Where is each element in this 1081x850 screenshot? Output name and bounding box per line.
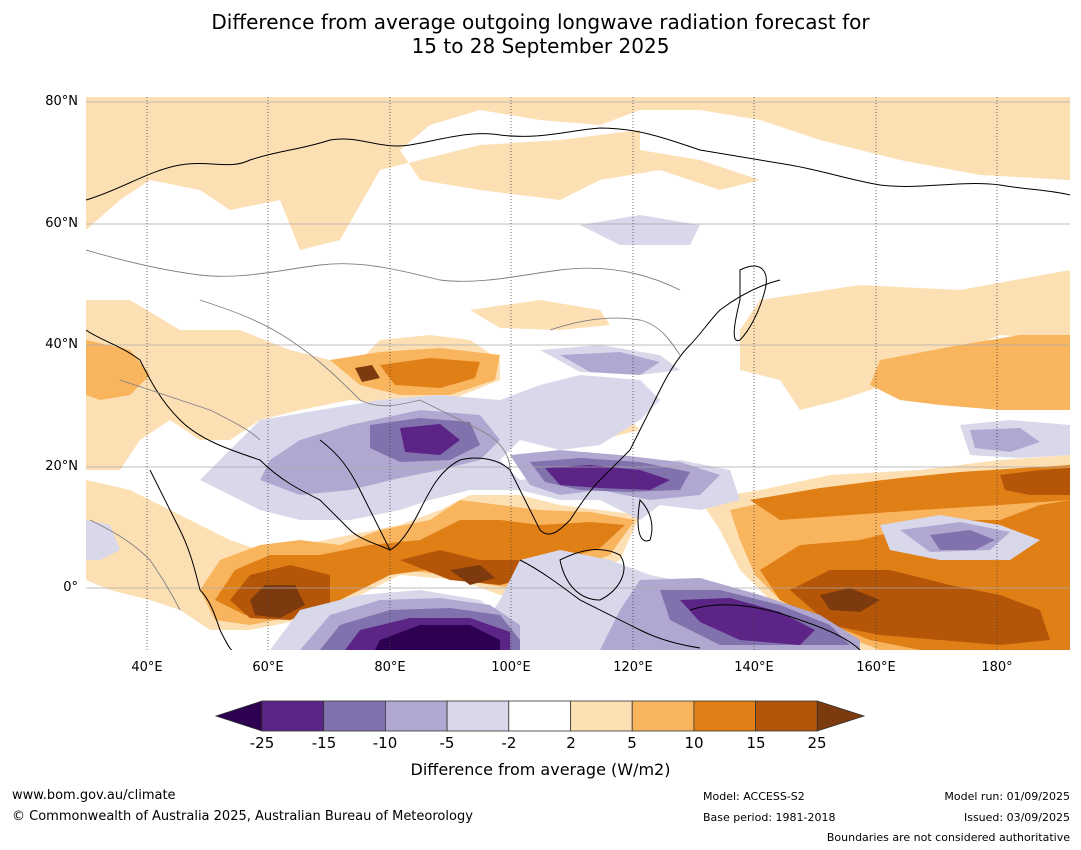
- colorbar-swatch: [631, 700, 695, 732]
- footer-model: Model: ACCESS-S2: [703, 790, 805, 803]
- title-line-2: 15 to 28 September 2025: [411, 34, 670, 58]
- colorbar-swatch: [693, 700, 757, 732]
- lat-label: 40°N: [45, 337, 78, 352]
- anomaly-region: [820, 588, 880, 612]
- anomaly-region: [580, 215, 700, 245]
- colorbar-swatch: [570, 700, 633, 732]
- colorbar-extend-high: [816, 700, 866, 732]
- anomaly-region: [86, 97, 1070, 250]
- colorbar-tick: 5: [627, 734, 637, 752]
- latitude-gridlines: [86, 101, 1070, 589]
- anomaly-field: [86, 97, 1070, 650]
- lon-label: 180°: [981, 660, 1013, 675]
- anomaly-region: [1000, 468, 1070, 495]
- title-line-1: Difference from average outgoing longwav…: [211, 10, 870, 34]
- colorbar-swatch: [384, 700, 448, 732]
- chart-title: Difference from average outgoing longwav…: [0, 10, 1081, 58]
- lon-label: 120°E: [613, 660, 653, 675]
- anomaly-region: [750, 465, 1070, 520]
- colorbar-swatch: [323, 700, 386, 732]
- anomaly-region: [400, 424, 460, 455]
- lon-label: 100°E: [491, 660, 531, 675]
- footer-model-run: Model run: 01/09/2025: [944, 790, 1070, 803]
- anomaly-region: [355, 365, 380, 382]
- lon-label: 60°E: [252, 660, 284, 675]
- footer-issued: Issued: 03/09/2025: [963, 811, 1070, 824]
- anomaly-region: [450, 565, 495, 585]
- lon-label: 140°E: [734, 660, 774, 675]
- colorbar-swatch: [508, 700, 571, 732]
- footer-copyright: © Commonwealth of Australia 2025, Austra…: [12, 809, 473, 824]
- anomaly-region: [970, 428, 1040, 452]
- colorbar-tick: 10: [684, 734, 704, 752]
- country-boundaries: [86, 249, 681, 611]
- colorbar-extend-low: [214, 700, 263, 732]
- colorbar-tick: -5: [439, 734, 455, 752]
- colorbar-tick: -10: [372, 734, 398, 752]
- footer-url[interactable]: www.bom.gov.au/climate: [12, 788, 176, 803]
- anomaly-region: [86, 520, 120, 560]
- lon-label: 80°E: [374, 660, 406, 675]
- lat-label: 80°N: [45, 94, 78, 109]
- coastlines: [86, 127, 1070, 650]
- colorbar-swatch: [261, 700, 325, 732]
- lon-label: 160°E: [856, 660, 896, 675]
- colorbar-tick: -25: [249, 734, 275, 752]
- colorbar-swatch: [446, 700, 510, 732]
- colorbar-swatch: [755, 700, 818, 732]
- footer-disclaimer: Boundaries are not considered authoritat…: [826, 831, 1070, 844]
- lat-label: 60°N: [45, 216, 78, 231]
- anomaly-region: [560, 352, 660, 375]
- anomaly-region: [930, 530, 995, 550]
- colorbar-tick: -15: [311, 734, 337, 752]
- colorbar-tick: 2: [566, 734, 576, 752]
- anomaly-region: [375, 625, 500, 650]
- anomaly-region: [870, 335, 1070, 410]
- anomaly-region: [470, 300, 610, 330]
- lon-label: 40°E: [131, 660, 163, 675]
- anomaly-region: [740, 270, 1070, 410]
- anomaly-region: [545, 465, 670, 490]
- anomaly-region: [790, 570, 1050, 645]
- lat-label: 20°N: [45, 459, 78, 474]
- colorbar-tick: 15: [746, 734, 766, 752]
- footer-base-period: Base period: 1981-2018: [703, 811, 836, 824]
- colorbar-tick: 25: [807, 734, 827, 752]
- lat-label: 0°: [63, 580, 78, 595]
- anomaly-region: [380, 358, 480, 388]
- colorbar-tick: -2: [501, 734, 517, 752]
- colorbar: [214, 700, 866, 732]
- anomaly-region: [86, 300, 500, 470]
- colorbar-label: Difference from average (W/m2): [410, 760, 671, 779]
- anomaly-region: [250, 585, 305, 618]
- anomaly-region: [680, 598, 815, 645]
